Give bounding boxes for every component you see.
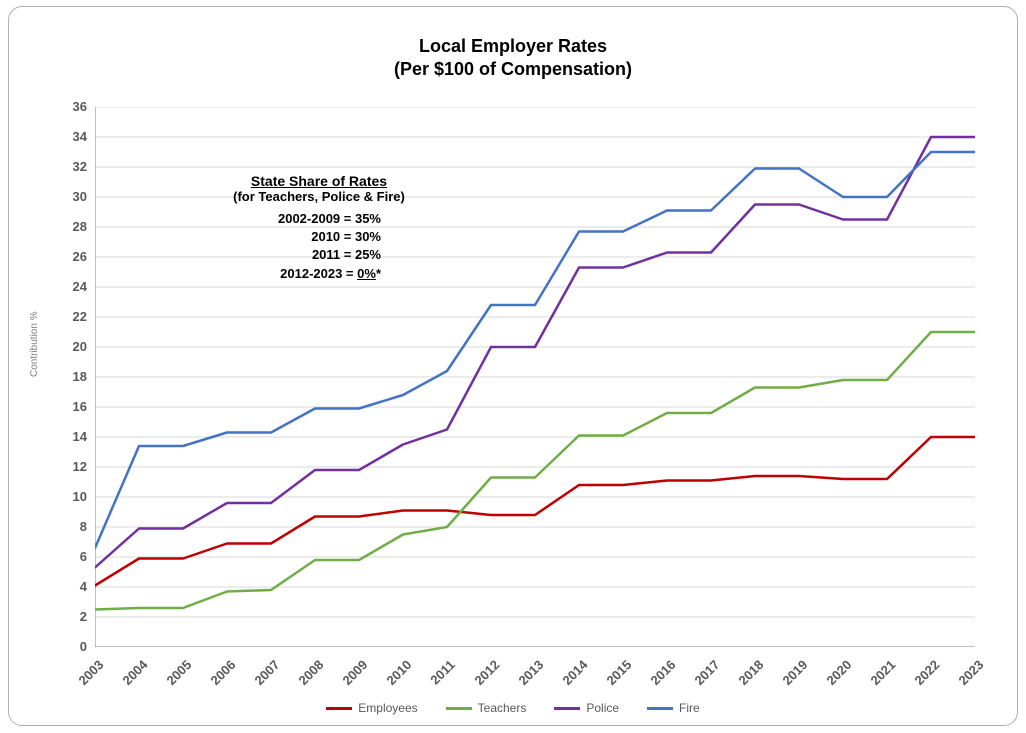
chart-frame: Local Employer Rates (Per $100 of Compen… (8, 6, 1018, 726)
y-tick-label: 4 (57, 579, 87, 594)
legend-swatch (326, 707, 352, 710)
y-tick-label: 34 (57, 129, 87, 144)
state-share-annotation: State Share of Rates (for Teachers, Poli… (189, 173, 449, 283)
legend-label: Teachers (478, 701, 527, 715)
x-tick-label: 2007 (251, 657, 282, 688)
y-tick-label: 26 (57, 249, 87, 264)
x-tick-label: 2003 (75, 657, 106, 688)
y-tick-label: 36 (57, 99, 87, 114)
x-tick-label: 2020 (823, 657, 854, 688)
x-tick-label: 2012 (471, 657, 502, 688)
legend-item: Fire (647, 701, 700, 715)
x-tick-label: 2023 (955, 657, 986, 688)
y-tick-label: 2 (57, 609, 87, 624)
legend-swatch (647, 707, 673, 710)
y-tick-label: 30 (57, 189, 87, 204)
chart-title: Local Employer Rates (Per $100 of Compen… (9, 35, 1017, 80)
legend-label: Police (586, 701, 619, 715)
x-tick-label: 2008 (295, 657, 326, 688)
x-tick-label: 2004 (119, 657, 150, 688)
y-tick-label: 0 (57, 639, 87, 654)
y-tick-label: 18 (57, 369, 87, 384)
legend-item: Teachers (446, 701, 527, 715)
legend-label: Fire (679, 701, 700, 715)
legend-label: Employees (358, 701, 417, 715)
annotation-row: 2012-2023 = 0%* (189, 265, 449, 283)
annotation-rows: 2002-2009 = 35%2010 = 30%2011 = 25%2012-… (189, 210, 449, 283)
x-tick-label: 2011 (427, 657, 458, 688)
y-tick-label: 28 (57, 219, 87, 234)
x-tick-label: 2010 (383, 657, 414, 688)
y-tick-label: 24 (57, 279, 87, 294)
y-tick-label: 12 (57, 459, 87, 474)
legend-swatch (446, 707, 472, 710)
legend-swatch (554, 707, 580, 710)
chart-title-line-1: Local Employer Rates (9, 35, 1017, 58)
x-tick-label: 2006 (207, 657, 238, 688)
chart-title-line-2: (Per $100 of Compensation) (9, 58, 1017, 81)
x-tick-label: 2021 (867, 657, 898, 688)
x-tick-label: 2015 (603, 657, 634, 688)
legend-item: Employees (326, 701, 417, 715)
annotation-row: 2010 = 30% (189, 228, 449, 246)
x-tick-label: 2017 (691, 657, 722, 688)
x-tick-label: 2019 (779, 657, 810, 688)
y-tick-label: 16 (57, 399, 87, 414)
x-tick-label: 2009 (339, 657, 370, 688)
y-axis-title: Contribution % (29, 311, 40, 377)
x-tick-label: 2013 (515, 657, 546, 688)
x-tick-label: 2022 (911, 657, 942, 688)
y-tick-label: 14 (57, 429, 87, 444)
annotation-title: State Share of Rates (189, 173, 449, 189)
annotation-row: 2011 = 25% (189, 246, 449, 264)
chart-legend: Employees Teachers Police Fire (9, 699, 1017, 716)
annotation-subtitle: (for Teachers, Police & Fire) (189, 189, 449, 204)
x-tick-label: 2014 (559, 657, 590, 688)
y-tick-label: 32 (57, 159, 87, 174)
x-tick-label: 2005 (163, 657, 194, 688)
y-tick-label: 8 (57, 519, 87, 534)
x-tick-label: 2018 (735, 657, 766, 688)
x-tick-label: 2016 (647, 657, 678, 688)
legend-item: Police (554, 701, 619, 715)
y-tick-label: 22 (57, 309, 87, 324)
y-tick-label: 20 (57, 339, 87, 354)
y-tick-label: 10 (57, 489, 87, 504)
y-tick-label: 6 (57, 549, 87, 564)
annotation-row: 2002-2009 = 35% (189, 210, 449, 228)
